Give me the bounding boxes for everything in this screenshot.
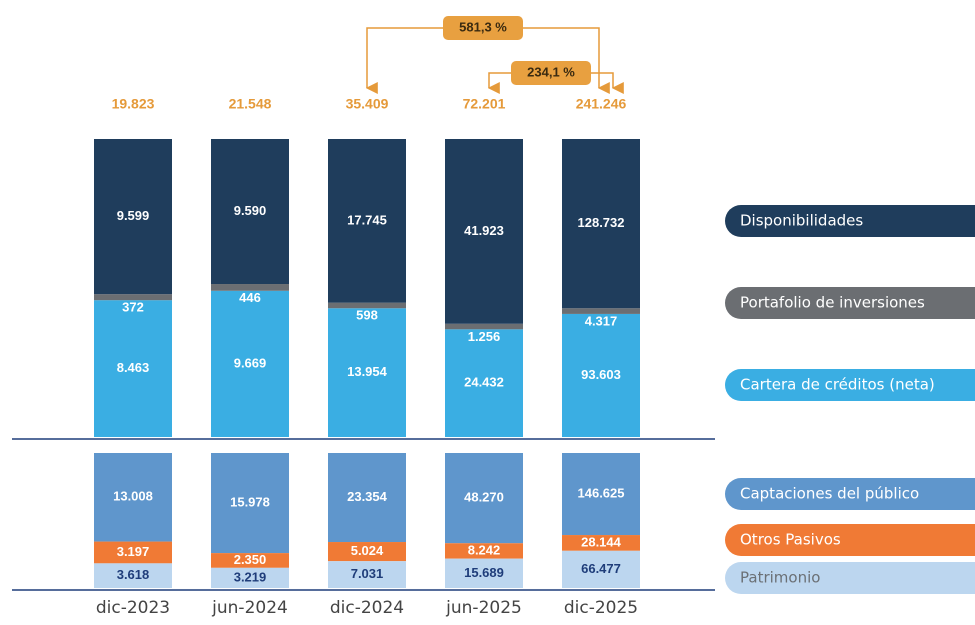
x-tick-label: dic-2024: [330, 598, 404, 618]
bar-segment: [445, 139, 523, 324]
x-tick-label: dic-2025: [564, 598, 638, 618]
total-label: 241.246: [576, 96, 627, 112]
bar-segment: [562, 313, 640, 437]
bar-segment: [211, 139, 289, 285]
value-label: 8.463: [117, 360, 150, 375]
total-label: 19.823: [112, 96, 155, 112]
bar-segment: [94, 453, 172, 542]
legend-label: Captaciones del público: [740, 485, 919, 503]
legend-label: Disponibilidades: [740, 212, 863, 230]
legend-swatch: [725, 524, 975, 556]
value-label: 1.256: [468, 329, 501, 344]
bar-segment: [445, 329, 523, 437]
annotation-box: [443, 16, 523, 40]
bar-segment: [211, 553, 289, 568]
value-label: 15.689: [464, 565, 504, 580]
value-label: 24.432: [464, 375, 504, 390]
legend-label: Portafolio de inversiones: [740, 294, 925, 312]
x-tick-label: dic-2023: [96, 598, 170, 618]
value-label: 9.669: [234, 355, 267, 370]
bar-segment: [445, 323, 523, 330]
legend-swatch: [725, 562, 975, 594]
value-label: 4.317: [585, 313, 618, 328]
value-label: 48.270: [464, 490, 504, 505]
bar-segment: [328, 542, 406, 562]
value-label: 66.477: [581, 561, 621, 576]
value-label: 3.219: [234, 569, 267, 584]
bar-segment: [562, 308, 640, 314]
bar-segment: [211, 567, 289, 588]
bar-segment: [328, 453, 406, 543]
value-label: 28.144: [581, 534, 622, 549]
value-label: 41.923: [464, 223, 504, 238]
value-label: 372: [122, 300, 144, 315]
bar-segment: [562, 453, 640, 536]
x-tick-label: jun-2025: [445, 598, 522, 618]
bar-segment: [211, 453, 289, 554]
bar-segment: [211, 284, 289, 291]
annotation-box: [511, 61, 591, 85]
bar-segment: [328, 139, 406, 303]
legend-swatch: [725, 478, 975, 510]
bar-segment: [94, 300, 172, 437]
bar-segment: [94, 563, 172, 588]
legend-swatch: [725, 287, 975, 319]
bar-segment: [445, 558, 523, 588]
value-label: 13.954: [347, 364, 388, 379]
value-label: 13.008: [113, 489, 153, 504]
bar-segment: [94, 294, 172, 301]
bar-segment: [328, 308, 406, 437]
bar-segment: [445, 453, 523, 544]
value-label: 7.031: [351, 566, 384, 581]
value-label: 146.625: [578, 485, 625, 500]
value-label: 8.242: [468, 542, 501, 557]
bar-segment: [445, 543, 523, 559]
value-label: 15.978: [230, 494, 270, 509]
value-label: 9.599: [117, 208, 150, 223]
bar-segment: [328, 302, 406, 309]
value-label: 23.354: [347, 489, 388, 504]
total-label: 72.201: [463, 96, 506, 112]
value-label: 3.618: [117, 567, 150, 582]
bar-segment: [211, 290, 289, 437]
bar-segment: [562, 139, 640, 309]
value-label: 93.603: [581, 367, 621, 382]
total-label: 35.409: [346, 96, 389, 112]
annotation-label: 234,1 %: [527, 64, 575, 79]
value-label: 128.732: [578, 215, 625, 230]
value-label: 5.024: [351, 543, 384, 558]
legend-label: Otros Pasivos: [740, 531, 841, 549]
bar-segment: [94, 139, 172, 295]
legend-label: Cartera de créditos (neta): [740, 376, 935, 394]
legend-label: Patrimonio: [740, 569, 820, 587]
value-label: 446: [239, 290, 261, 305]
bar-segment: [562, 550, 640, 588]
bar-segment: [562, 535, 640, 551]
value-label: 3.197: [117, 544, 150, 559]
value-label: 2.350: [234, 552, 267, 567]
bar-segment: [94, 541, 172, 564]
annotation-label: 581,3 %: [459, 19, 507, 34]
value-label: 598: [356, 308, 378, 323]
legend-swatch: [725, 205, 975, 237]
x-tick-label: jun-2024: [211, 598, 288, 618]
total-label: 21.548: [229, 96, 272, 112]
bar-segment: [328, 561, 406, 588]
value-label: 9.590: [234, 203, 267, 218]
legend-swatch: [725, 369, 975, 401]
value-label: 17.745: [347, 212, 387, 227]
